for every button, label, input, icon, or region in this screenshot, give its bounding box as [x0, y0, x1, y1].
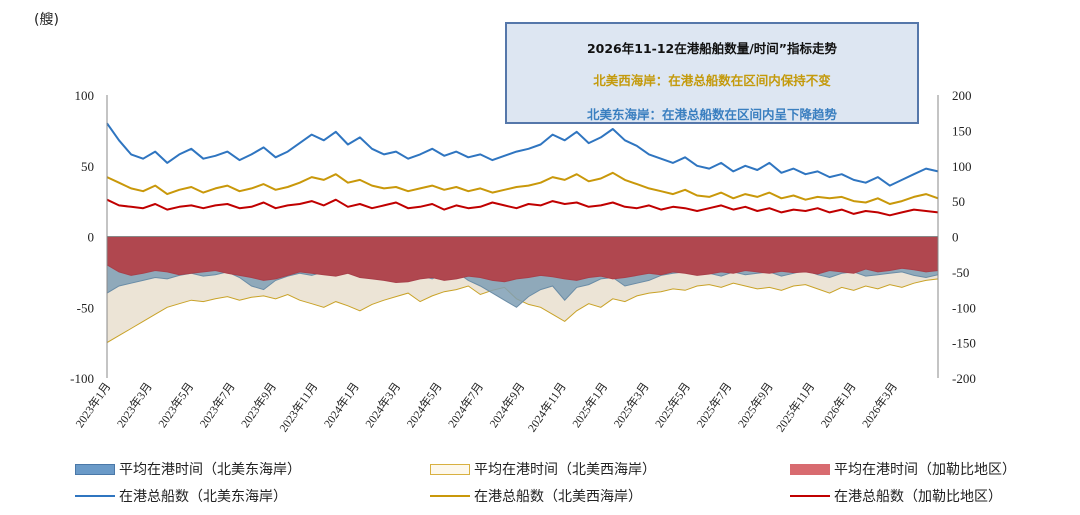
- left-y-tick-label: 100: [75, 88, 95, 103]
- right-y-tick-label: -150: [952, 336, 976, 351]
- x-tick-label: 2023年9月: [238, 380, 279, 430]
- x-tick-label: 2025年1月: [569, 380, 610, 430]
- legend-swatch-line: [430, 495, 470, 497]
- line-series-3: [106, 122, 939, 187]
- west-coast-note: 北美西海岸：在港总船数在区间内保持不变: [593, 73, 831, 88]
- x-tick-label: 2024年1月: [321, 380, 362, 430]
- chart-title-box: 2026年11-12在港船舶数量/时间”指标走势 北美西海岸：在港总船数在区间内…: [505, 22, 919, 124]
- legend-swatch-box: [790, 463, 830, 475]
- x-tick-label: 2024年3月: [362, 380, 403, 430]
- right-y-tick-label: 50: [952, 194, 965, 209]
- right-y-tick-label: -100: [952, 300, 976, 315]
- right-y-tick-label: -200: [952, 371, 976, 386]
- line-series-5: [106, 198, 939, 217]
- legend-swatch-box: [430, 463, 470, 475]
- left-y-tick-label: -50: [77, 300, 94, 315]
- legend-item: 在港总船数（北美西海岸）: [430, 486, 642, 506]
- x-tick-label: 2026年3月: [859, 380, 900, 430]
- legend-label: 在港总船数（北美西海岸）: [474, 489, 642, 505]
- east-coast-note: 北美东海岸：在港总船数在区间内呈下降趋势: [586, 107, 837, 122]
- legend-label: 平均在港时间（北美东海岸）: [119, 462, 301, 478]
- x-tick-label: 2025年11月: [773, 380, 817, 435]
- y-axis-unit-label: (艘): [34, 12, 59, 28]
- x-tick-label: 2026年1月: [818, 380, 859, 430]
- line-series-4: [106, 171, 939, 205]
- legend-item: 平均在港时间（北美东海岸）: [75, 459, 301, 479]
- x-tick-label: 2024年11月: [525, 380, 569, 435]
- right-y-tick-label: -50: [952, 265, 969, 280]
- x-tick-label: 2023年5月: [155, 380, 196, 430]
- legend-item: 平均在港时间（加勒比地区）: [790, 459, 1016, 479]
- right-y-tick-label: 0: [952, 230, 959, 245]
- right-y-tick-label: 200: [952, 88, 972, 103]
- legend-item: 在港总船数（北美东海岸）: [75, 486, 287, 506]
- area-series-2: [106, 236, 939, 284]
- x-tick-label: 2023年1月: [72, 380, 113, 430]
- legend-label: 在港总船数（北美东海岸）: [119, 489, 287, 505]
- legend-swatch-line: [75, 495, 115, 497]
- x-tick-label: 2025年7月: [693, 380, 734, 430]
- x-tick-label: 2024年7月: [445, 380, 486, 430]
- right-y-tick-label: 150: [952, 123, 972, 138]
- x-tick-label: 2023年7月: [197, 380, 238, 430]
- x-tick-label: 2025年3月: [611, 380, 652, 430]
- legend-label: 在港总船数（加勒比地区）: [834, 489, 1002, 505]
- left-y-tick-label: 0: [88, 230, 95, 245]
- legend-item: 平均在港时间（北美西海岸）: [430, 459, 656, 479]
- legend-label: 平均在港时间（北美西海岸）: [474, 462, 656, 478]
- x-tick-label: 2024年9月: [486, 380, 527, 430]
- chart-title: 2026年11-12在港船舶数量/时间”指标走势: [586, 41, 838, 56]
- x-tick-label: 2025年9月: [735, 380, 776, 430]
- left-y-tick-label: -100: [70, 371, 94, 386]
- legend-item: 在港总船数（加勒比地区）: [790, 486, 1002, 506]
- legend-swatch-line: [790, 495, 830, 497]
- x-tick-label: 2024年5月: [404, 380, 445, 430]
- right-y-tick-label: 100: [952, 159, 972, 174]
- legend-label: 平均在港时间（加勒比地区）: [834, 462, 1016, 478]
- x-tick-label: 2025年5月: [652, 380, 693, 430]
- x-tick-label: 2023年3月: [114, 380, 155, 430]
- x-tick-label: 2023年11月: [276, 380, 320, 435]
- legend-swatch-box: [75, 463, 115, 475]
- left-y-tick-label: 50: [81, 159, 94, 174]
